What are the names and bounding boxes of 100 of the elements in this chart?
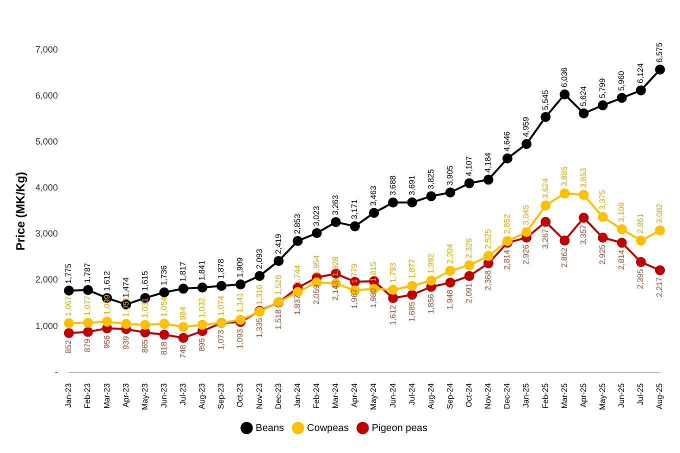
point (598, 100, 608, 110)
x-tick-label: Nov-24 (484, 382, 493, 410)
point (540, 216, 551, 227)
data-label: 3,905 (445, 164, 454, 186)
data-label: 1,787 (83, 262, 92, 284)
point (388, 293, 398, 304)
data-label: 2,814 (617, 249, 626, 270)
data-label: 1,093 (236, 328, 245, 350)
data-label: 1,928 (331, 256, 340, 277)
point (636, 236, 646, 246)
x-tick-label: Aug-24 (426, 382, 436, 410)
point (464, 260, 474, 270)
x-tick-label: Jun-25 (617, 382, 626, 408)
data-label: 3,825 (426, 168, 436, 190)
point (121, 318, 132, 329)
point (330, 217, 341, 228)
point (522, 138, 532, 149)
point (616, 238, 627, 248)
point (159, 318, 170, 329)
data-label: 1,775 (64, 263, 74, 284)
point (540, 200, 551, 210)
point (82, 326, 93, 337)
data-label: 1,685 (407, 301, 416, 322)
data-label: 1,980 (369, 288, 378, 308)
point (216, 280, 226, 291)
x-tick-label: Jan-24 (292, 382, 302, 408)
data-label: 1,051 (121, 296, 130, 317)
data-label: 2,525 (484, 228, 493, 250)
point (483, 174, 494, 185)
data-label: 3,023 (312, 206, 321, 226)
point (159, 330, 170, 340)
point (64, 318, 74, 328)
data-label: 1,744 (292, 264, 302, 286)
legend-label: Pigeon peas (372, 422, 428, 434)
data-label: 1,817 (178, 261, 188, 282)
point (388, 198, 398, 208)
x-tick-label: Apr-23 (121, 382, 130, 408)
data-label: 895 (198, 338, 207, 352)
y-tick-label: - (54, 366, 58, 377)
point (407, 197, 418, 208)
point (407, 290, 418, 300)
x-tick-label: Nov-23 (254, 382, 264, 410)
data-label: 1,074 (216, 295, 226, 316)
point (445, 278, 456, 288)
point (578, 212, 589, 223)
point (464, 271, 474, 282)
data-label: 4,184 (484, 152, 493, 173)
data-label: 3,082 (655, 202, 664, 224)
point (178, 322, 188, 332)
data-label: 2,419 (274, 233, 283, 254)
data-label: 4,646 (502, 130, 512, 152)
data-label: 1,856 (426, 293, 436, 314)
data-label: 1,612 (388, 304, 398, 326)
data-label: 3,691 (407, 174, 416, 196)
point (254, 270, 265, 281)
point (388, 284, 398, 295)
data-label: 5,545 (540, 89, 550, 110)
data-label: 2,861 (636, 213, 646, 234)
data-label: 1,736 (159, 264, 168, 286)
data-label: 3,171 (350, 198, 360, 220)
data-label: 1,474 (121, 276, 130, 298)
point (368, 208, 379, 218)
point (178, 284, 188, 294)
data-label: 2,853 (292, 213, 302, 234)
data-label: 818 (159, 341, 168, 356)
point (82, 285, 93, 296)
data-label: 1,316 (254, 284, 264, 305)
data-label: 2,204 (445, 243, 454, 264)
data-label: 1,077 (83, 295, 92, 316)
data-label: 1,793 (388, 262, 398, 283)
data-label: 748 (178, 344, 188, 358)
data-label: 1,612 (102, 270, 112, 292)
data-label: 3,267 (540, 228, 550, 249)
data-label: 1,032 (198, 297, 207, 318)
x-tick-label: Jan-25 (522, 382, 531, 408)
data-label: 2,091 (464, 282, 474, 304)
x-tick-label: Oct-23 (236, 382, 245, 408)
point (598, 232, 608, 243)
data-label: 5,624 (578, 86, 588, 106)
data-label: 3,885 (560, 166, 569, 186)
point (560, 188, 570, 198)
data-label: 1,141 (236, 292, 245, 313)
point (655, 64, 665, 75)
point (636, 257, 646, 268)
point (274, 256, 284, 266)
data-label: 6,036 (560, 66, 569, 88)
point (197, 282, 208, 293)
y-tick-label: 3,000 (35, 228, 58, 239)
x-tick-label: Apr-25 (578, 382, 588, 408)
data-label: 956 (102, 334, 112, 349)
x-tick-label: May-25 (598, 382, 607, 410)
point (540, 112, 551, 122)
data-label: 2,326 (464, 238, 474, 258)
data-label: 1,877 (407, 258, 416, 279)
point (159, 287, 170, 298)
x-tick-label: Mar-24 (331, 382, 340, 409)
data-label: 865 (140, 338, 150, 353)
x-tick-label: May-23 (140, 382, 150, 410)
x-tick-label: Sep-24 (445, 382, 454, 410)
data-label: 2,059 (312, 284, 321, 305)
